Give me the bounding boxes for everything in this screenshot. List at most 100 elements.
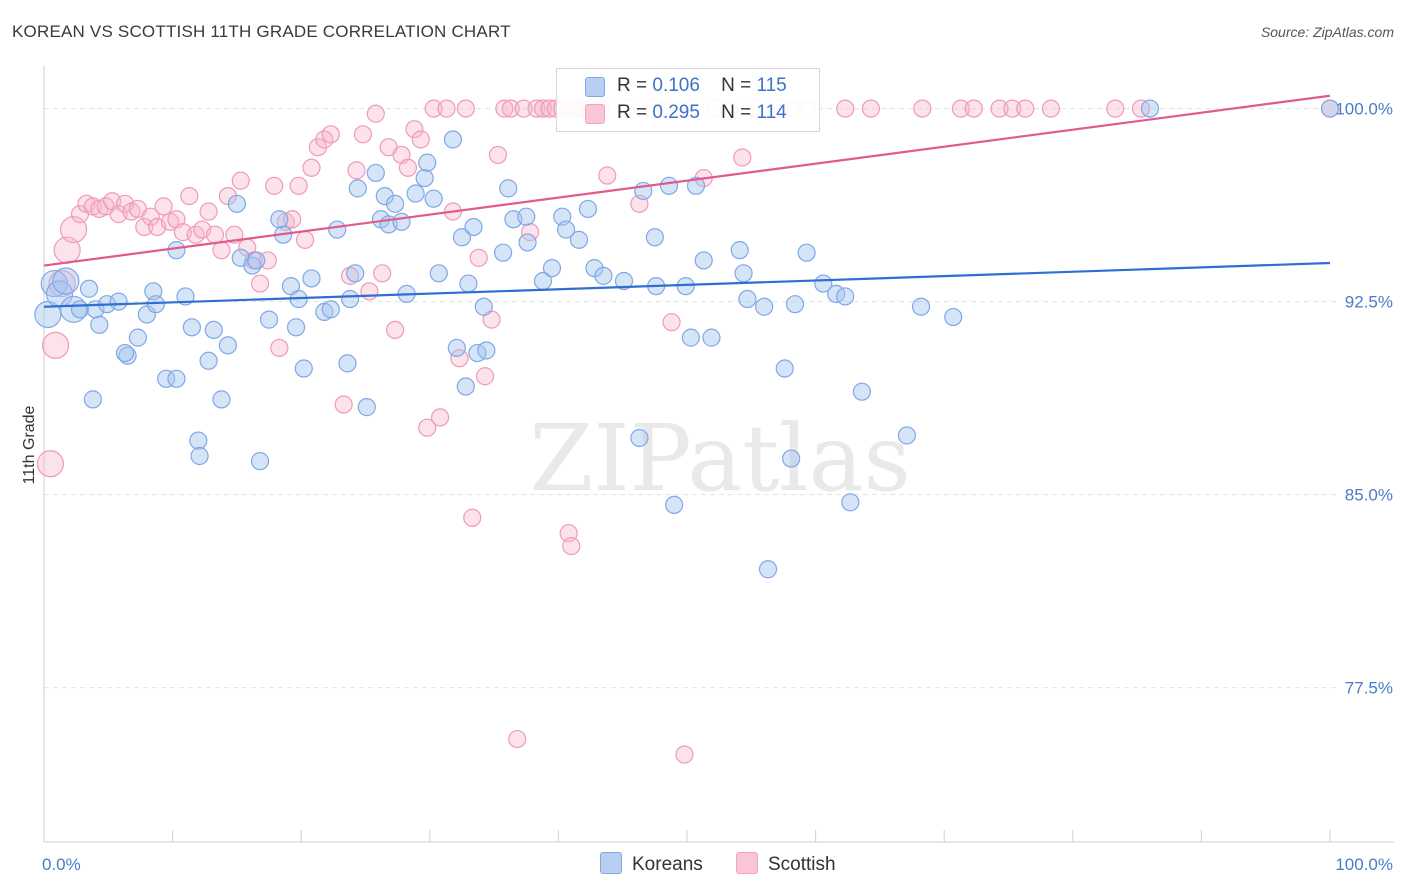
korean-point-45 [340,289,360,309]
korean-point-20 [167,241,186,260]
scottish-point-93 [675,745,694,764]
korean-point-7 [90,315,109,334]
korean-point-95 [702,328,721,347]
korean-point-99 [755,297,774,316]
korean-point-60 [424,189,443,208]
korean-point-66 [459,274,478,293]
koreans-swatch-icon [585,77,605,97]
korean-point-64 [452,228,472,247]
legend-n-label: N = [721,102,752,123]
scottish-point-86 [598,166,617,185]
korean-point-67 [464,217,483,237]
korean-point-63 [447,338,466,358]
scottish-point-75 [527,99,546,118]
scottish-point-98 [733,148,752,167]
scottish-point-50 [366,104,385,123]
scottish-point-103 [836,99,855,118]
korean-point-3 [52,267,80,295]
korean-point-6 [79,279,99,298]
scottish-point-108 [990,99,1009,118]
koreans-legend-label: Koreans [632,854,703,875]
y-tick-label-2: 92.5% [1345,293,1393,312]
scottish-point-25 [199,202,218,221]
scottish-point-47 [347,161,366,180]
korean-point-5 [70,300,90,319]
korean-point-104 [797,243,816,262]
legend-r-value-koreans: 0.106 [652,75,700,96]
trend-lines [43,94,1331,308]
x-tick-labels: 0.0% 100.0% [42,855,1393,874]
legend-n-value-koreans: 115 [756,75,787,96]
scottish-point-40 [295,230,315,249]
scottish-trend-line [43,94,1331,267]
scottish-point-91 [662,313,681,332]
y-tick-label-0: 77.5% [1345,679,1393,698]
korean-point-112 [944,307,963,327]
scottish-point-55 [398,158,418,177]
korean-point-103 [785,295,805,314]
source-label: Source: ZipAtlas.com [1260,24,1394,40]
scottish-point-39 [289,176,308,195]
scottish-point-1 [41,331,70,359]
scottish-point-18 [154,197,173,216]
scottish-point-71 [501,99,520,118]
y-axis-label: 11th Grade [21,405,38,484]
korean-point-46 [338,354,357,373]
korean-point-87 [645,228,664,247]
scottish-point-110 [1016,99,1035,118]
legend-r-value-scottish: 0.295 [652,102,700,123]
bottom-legend-scottish: Scottish [736,852,836,876]
legend-row-koreans: R = 0.106 N = 115 [557,73,819,99]
korean-point-44 [328,220,347,239]
korean-point-93 [686,176,706,195]
y-tick-labels: 77.5% 85.0% 92.5% 100.0% [1335,100,1393,698]
korean-point-49 [357,398,376,417]
korean-point-38 [286,318,306,337]
korean-point-28 [218,336,237,355]
korean-point-19 [167,369,186,388]
korean-point-79 [557,220,576,239]
scottish-point-22 [180,186,199,206]
korean-point-58 [415,168,434,188]
y-tick-label-3: 100.0% [1335,100,1393,119]
scottish-point-61 [437,99,456,118]
korean-point-55 [392,212,411,231]
korean-point-84 [614,271,634,291]
korean-point-48 [348,179,367,198]
korean-point-26 [204,320,223,340]
korean-point-69 [474,297,493,316]
korean-point-23 [189,431,208,450]
korean-point-74 [517,207,536,226]
scottish-point-57 [411,130,430,149]
scottish-point-35 [265,176,284,195]
korean-point-83 [594,266,613,285]
x-tick-label-1: 100.0% [1335,855,1393,874]
scottish-point-106 [951,99,971,118]
korean-point-22 [182,318,201,337]
scottish-point-107 [964,99,983,118]
korean-point-41 [302,269,321,288]
korean-point-85 [630,428,649,448]
scottish-point-51 [373,264,392,283]
korean-point-27 [212,390,231,409]
korean-point-54 [385,194,405,213]
korean-point-77 [542,259,562,278]
korean-point-25 [199,351,218,370]
scottish-point-109 [1003,99,1022,118]
correlation-legend: R = 0.106 N = 115 R = 0.295 N = 114 [556,68,820,132]
korean-point-108 [841,493,860,512]
scottish-point-76 [533,99,553,118]
scottish-point-49 [360,282,379,301]
korean-point-89 [659,176,679,195]
korean-point-94 [694,251,713,270]
korean-point-70 [477,341,496,360]
scottish-point-38 [283,210,302,229]
scottish-point-65 [463,508,482,527]
bottom-legend-koreans: Koreans [600,852,703,876]
korean-point-114 [1320,99,1340,118]
korean-point-40 [294,359,313,378]
korean-point-14 [128,328,147,347]
scottish-point-70 [495,99,514,118]
korean-point-96 [730,241,749,260]
korean-point-12 [118,346,137,365]
